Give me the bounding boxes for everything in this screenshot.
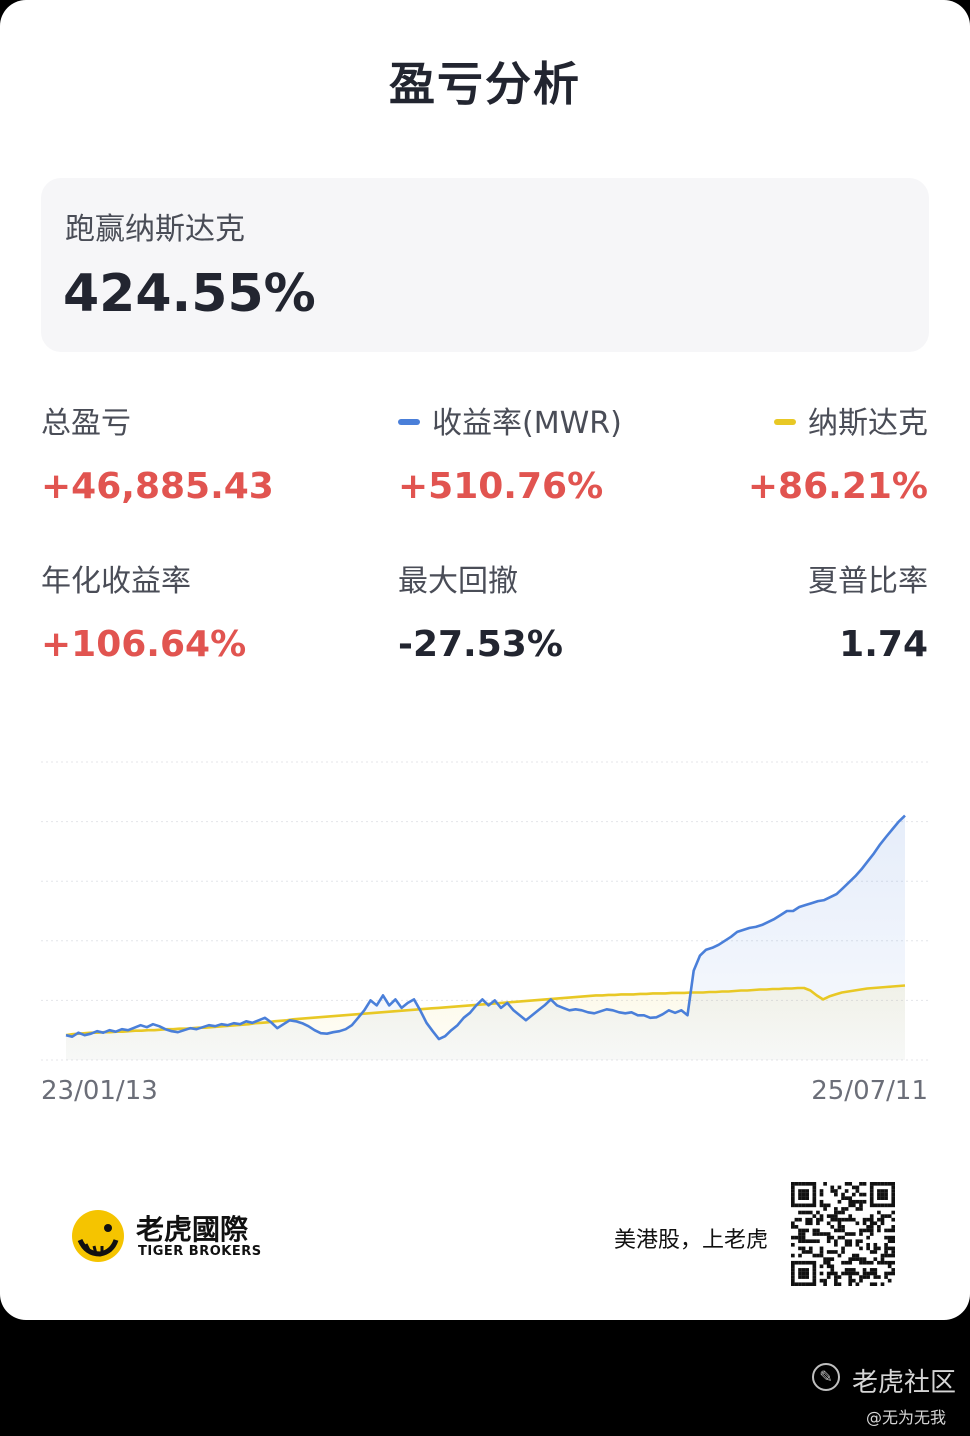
brand-name: 老虎國際 [136,1213,249,1246]
stat-nasdaq: 纳斯达克 +86.21% [748,398,928,507]
annualized-value: +106.64% [41,624,247,665]
page-title: 盈亏分析 [389,57,581,111]
nasdaq-value: +86.21% [747,466,928,507]
stat-mwr: 收益率(MWR) +510.76% [398,398,622,507]
outperform-box: 跑赢纳斯达克 424.55% [41,178,929,352]
outperform-value: 424.55% [63,264,316,324]
sharpe-label: 夏普比率 [808,564,928,599]
sharpe-value: 1.74 [839,624,928,665]
nasdaq-label: 纳斯达克 [808,406,928,441]
watermark-text: 老虎社区 [852,1368,957,1398]
max-drawdown-label: 最大回撤 [398,564,518,599]
x-axis-end-label: 25/07/11 [811,1076,928,1106]
mwr-value: +510.76% [398,466,604,507]
tiger-logo-icon [72,1210,124,1262]
pnl-chart [41,761,929,1061]
stat-max-drawdown: 最大回撤 -27.53% [398,556,563,665]
total-pnl-label: 总盈亏 [41,406,131,441]
nasdaq-legend-icon [774,418,796,425]
mwr-label: 收益率(MWR) [432,406,622,441]
brand-logo-block: 老虎國際 TIGER BROKERS [72,1206,272,1266]
stat-sharpe: 夏普比率 1.74 [808,556,928,665]
max-drawdown-value: -27.53% [398,624,563,665]
share-card: 盈亏分析 跑赢纳斯达克 424.55% 总盈亏 +46,885.43 收益率(M… [0,0,970,1320]
watermark-user: @无为无我 [866,1408,947,1427]
qr-code-icon[interactable] [791,1182,895,1286]
mwr-area [66,815,905,1060]
stat-total-pnl: 总盈亏 +46,885.43 [41,398,274,507]
x-axis-start-label: 23/01/13 [41,1076,158,1106]
outperform-label: 跑赢纳斯达克 [65,212,245,247]
brand-subtitle: TIGER BROKERS [138,1244,262,1259]
mwr-legend-icon [398,418,420,425]
stat-annualized: 年化收益率 +106.64% [41,556,246,665]
total-pnl-value: +46,885.43 [41,466,274,507]
slogan: 美港股，上老虎 [614,1228,769,1253]
annualized-label: 年化收益率 [41,564,191,599]
watermark: ✎ 老虎社区 [812,1362,962,1398]
mwr-series-line [65,814,906,1041]
tiger-community-icon: ✎ [812,1363,840,1391]
